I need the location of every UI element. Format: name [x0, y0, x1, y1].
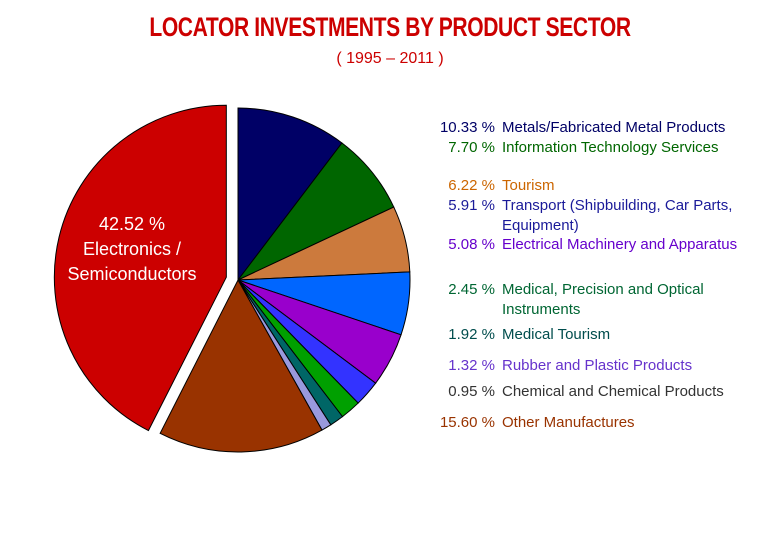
legend-label: Medical Tourism: [502, 326, 611, 343]
legend-label: Medical, Precision and Optical Instrumen…: [502, 281, 704, 318]
legend-label: Other Manufactures: [502, 414, 635, 431]
legend-label: Metals/Fabricated Metal Products: [502, 119, 726, 136]
pie-slice: [159, 278, 323, 453]
legend-value: 2.45 %: [448, 281, 495, 298]
slice-value-label: 42.52 %: [98, 214, 166, 234]
legend-value: 10.33 %: [439, 119, 495, 136]
legend-label: Rubber and Plastic Products: [502, 357, 693, 374]
legend-value: 1.92 %: [448, 326, 495, 343]
legend-value: 15.60 %: [439, 414, 495, 431]
legend-value: 6.22 %: [448, 177, 495, 194]
legend-label: Information Technology Services: [502, 139, 719, 156]
chart-title: LOCATOR INVESTMENTS BY PRODUCT SECTOR: [149, 12, 631, 42]
legend-value: 1.32 %: [448, 357, 495, 374]
slice-category-label: Electronics / Semiconductors: [67, 239, 197, 284]
legend-label: Chemical and Chemical Products: [502, 383, 724, 400]
legend-value: 7.70 %: [448, 139, 495, 156]
legend-value: 5.91 %: [448, 197, 495, 214]
legend-label: Transport (Shipbuilding, Car Parts, Equi…: [502, 197, 733, 234]
slice-label: 42.52 % Electronics / Semiconductors: [42, 212, 222, 287]
pie-slice: [237, 107, 343, 282]
legend-value: 0.95 %: [448, 383, 495, 400]
legend-label: Tourism: [502, 177, 555, 194]
chart-subtitle: ( 1995 – 2011 ): [336, 50, 444, 67]
pie-slice: [53, 104, 227, 432]
legend-value: 5.08 %: [448, 236, 495, 253]
legend-label: Electrical Machinery and Apparatus: [502, 236, 738, 253]
